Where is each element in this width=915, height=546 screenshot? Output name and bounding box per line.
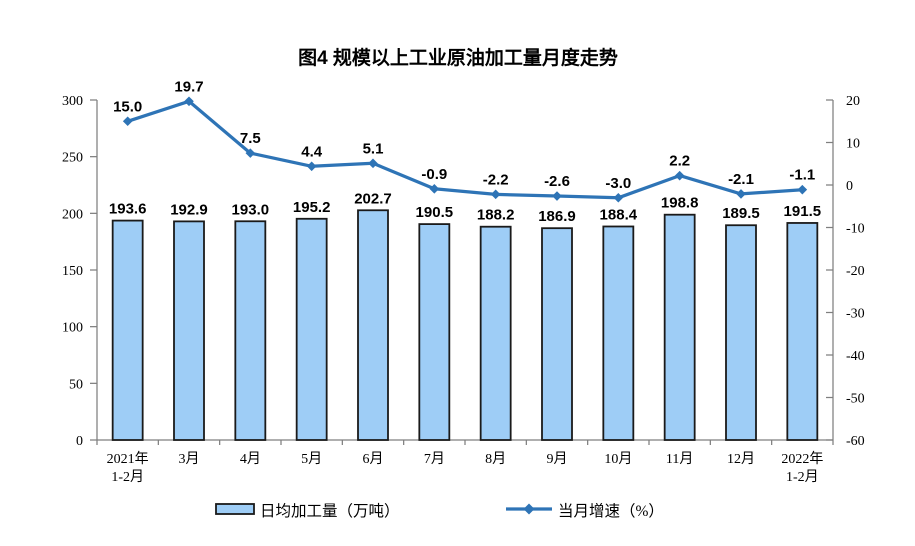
line-marker-icon [674,170,685,181]
bar-value-label: 190.5 [416,204,454,221]
line-value-label: -2.2 [483,171,509,188]
left-axis-tick-label: 150 [62,264,83,279]
line-marker-icon [429,184,440,194]
line-value-label: 15.0 [113,98,142,115]
right-axis-tick-label: -20 [846,264,865,279]
bar [418,223,451,441]
right-axis-tick-label: -50 [846,392,865,407]
line-value-label: -2.6 [544,173,570,190]
bar-value-label: 195.2 [293,199,331,216]
x-axis-label: 2022年 [781,451,823,467]
right-axis-tick-label: -60 [846,434,865,449]
x-axis-label: 4月 [240,451,261,467]
legend-line-marker-icon [523,503,535,515]
line-marker-icon [490,189,501,200]
line-value-label: 19.7 [174,78,203,95]
legend-bar-swatch [215,503,255,515]
growth-line [126,99,804,200]
right-axis-tick-label: 10 [846,137,860,152]
bar [725,224,757,441]
bar [479,225,512,441]
line-marker-icon [245,148,256,158]
right-axis-tick-label: -10 [846,222,865,237]
legend-line-label: 当月增速（%） [558,502,664,520]
x-axis-label: 9月 [547,451,568,467]
line-marker-icon [736,189,746,199]
line-marker-icon [184,96,194,107]
line-value-label: -3.0 [605,175,631,192]
left-axis-tick-label: 100 [62,321,83,336]
line-marker-icon [552,191,562,201]
chart-title: 图4 规模以上工业原油加工量月度走势 [298,46,618,69]
x-axis-label: 10月 [604,451,632,467]
x-axis-label: 1-2月 [111,469,144,485]
bar [602,225,635,441]
x-axis-label: 8月 [485,451,506,467]
x-axis-label: 5月 [301,451,322,467]
x-axis-label: 12月 [727,451,755,467]
right-axis-tick-label: -40 [846,349,865,364]
bar [541,227,573,441]
line-value-label: 2.2 [669,153,690,170]
x-axis-label: 6月 [363,451,384,467]
bar-value-label: 202.7 [354,190,392,207]
right-axis-tick-label: 0 [846,179,853,194]
bar [173,220,205,441]
line-value-label: -0.9 [421,166,447,183]
line-marker-icon [368,158,378,169]
legend: 日均加工量（万吨） 当月增速（%） [215,502,664,520]
x-axis-label: 2021年 [107,451,149,467]
bar-value-label: 198.8 [661,195,699,212]
line-marker-icon [613,192,624,203]
legend-bar-label: 日均加工量（万吨） [260,502,400,520]
bar-value-label: 191.5 [784,203,822,220]
x-axis-label: 7月 [424,451,445,467]
bar-value-label: 189.5 [722,205,760,222]
bar [234,220,267,441]
line-value-label: 7.5 [240,130,261,147]
x-axis-label: 3月 [179,451,200,467]
x-axis-label: 11月 [666,451,693,467]
left-axis-tick-label: 250 [62,151,83,166]
line-value-label: -2.1 [728,171,754,188]
bar-value-label: 192.9 [170,201,208,218]
x-axis-label: 1-2月 [786,469,819,485]
bar [663,213,696,441]
bar-value-label: 186.9 [538,208,576,225]
left-axis-tick-label: 50 [69,377,83,392]
bar-value-label: 193.0 [232,201,270,218]
bar-value-label: 188.4 [600,206,638,223]
line-marker-icon [306,161,317,172]
left-axis-tick-label: 300 [62,94,83,109]
bar [111,219,144,441]
line-marker-icon [797,184,808,195]
left-axis-tick-label: 200 [62,207,83,222]
bar [786,222,819,441]
line-value-label: 5.1 [363,140,384,157]
line-value-label: -1.1 [789,167,815,184]
right-axis-tick-label: -30 [846,307,865,322]
bar-value-label: 193.6 [109,201,147,218]
line-value-label: 4.4 [301,143,323,160]
left-axis-tick-label: 0 [76,434,83,449]
bar [295,217,328,441]
bar [357,209,389,441]
bar-value-label: 188.2 [477,207,515,224]
right-axis-tick-label: 20 [846,94,860,109]
line-marker-icon [122,116,133,127]
